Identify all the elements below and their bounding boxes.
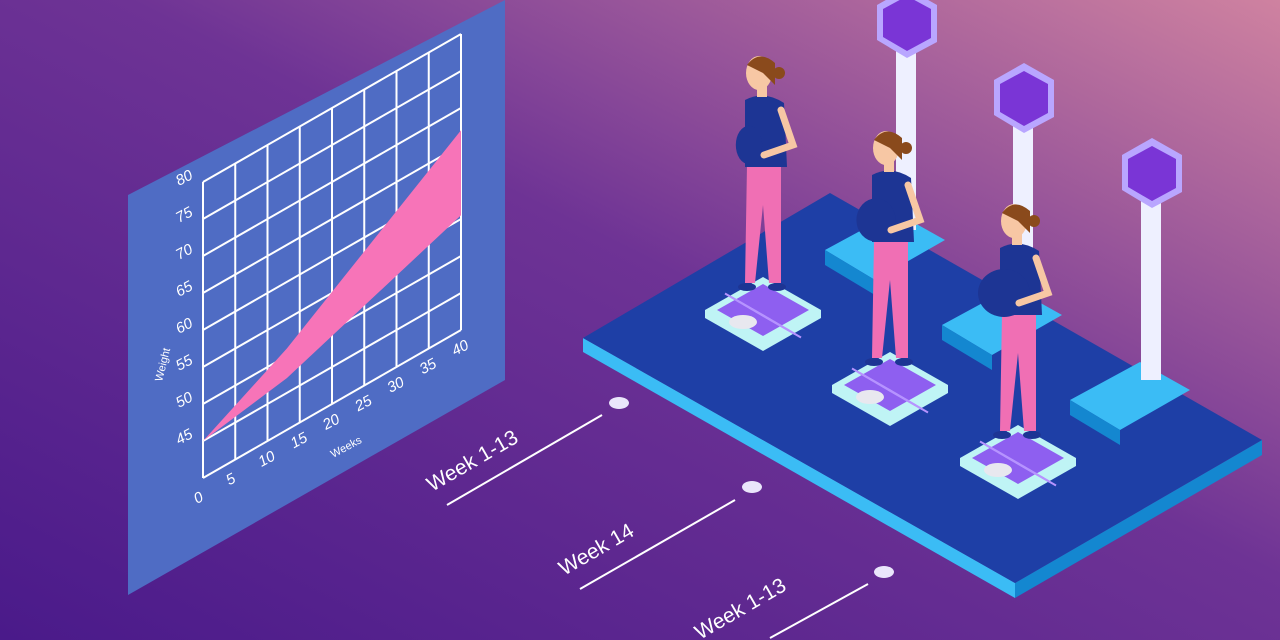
y-tick-label: 60 — [173, 314, 196, 337]
scale-display-screen — [1000, 71, 1048, 126]
weight-scale-icon — [994, 63, 1054, 133]
scale-display-screen — [883, 0, 931, 51]
x-tick-label: 10 — [255, 447, 278, 470]
weigh-station — [960, 138, 1190, 499]
grid-line-horizontal — [202, 70, 462, 220]
scale-dial — [729, 315, 757, 329]
grid-line-horizontal — [202, 329, 462, 479]
pregnant-woman-figure — [978, 204, 1053, 439]
x-tick-label: 20 — [319, 410, 343, 434]
scale-base-side — [1070, 400, 1120, 445]
x-tick-label: 15 — [288, 429, 311, 452]
y-tick-label: 50 — [173, 388, 196, 411]
scale-base-side — [825, 250, 875, 295]
grid-line-horizontal — [202, 144, 462, 294]
scale-dial — [856, 390, 884, 404]
scale-display-screen — [1128, 146, 1176, 201]
x-tick-label: 35 — [417, 355, 440, 378]
x-tick-label: 40 — [449, 336, 472, 359]
weigh-stations — [705, 0, 1190, 499]
grid-line-horizontal — [202, 292, 462, 442]
floor-scale — [832, 352, 948, 426]
chart-grid — [202, 33, 462, 479]
x-tick-label: 25 — [351, 392, 375, 416]
y-axis-ticks: 45 50 55 60 65 70 75 80 — [173, 166, 196, 448]
floor-scale — [705, 277, 821, 351]
floor-scale — [960, 425, 1076, 499]
timeline-dot — [874, 566, 894, 578]
weight-scale-icon — [877, 0, 937, 58]
timeline-dot — [609, 397, 629, 409]
timeline-dot — [742, 481, 762, 493]
pregnant-woman-figure — [856, 131, 925, 366]
x-tick-label: 30 — [384, 373, 407, 396]
chart-panel — [128, 0, 505, 595]
y-tick-label: 75 — [173, 203, 196, 226]
y-tick-label: 70 — [173, 240, 196, 263]
weigh-station — [705, 0, 945, 351]
pregnant-woman-figure — [735, 56, 798, 291]
y-tick-label: 80 — [173, 166, 196, 189]
grid-line-horizontal — [202, 107, 462, 257]
weight-scale-icon — [1122, 138, 1182, 208]
scale-dial — [984, 463, 1012, 477]
scale-pole — [1141, 190, 1161, 380]
grid-line-horizontal — [202, 33, 462, 183]
y-tick-label: 45 — [173, 425, 196, 448]
y-tick-label: 55 — [173, 351, 196, 374]
scale-base-side — [942, 325, 992, 370]
y-tick-label: 65 — [173, 277, 196, 300]
